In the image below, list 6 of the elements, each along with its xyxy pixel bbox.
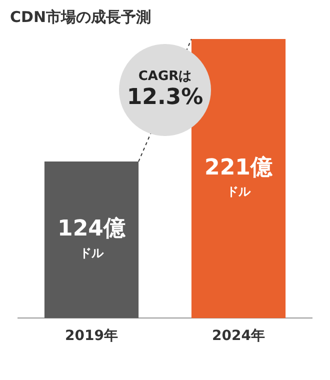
annotation: CAGRは 12.3% [126, 69, 204, 112]
data-label: 124億ドル [58, 216, 126, 260]
data-label: 221億ドル [204, 155, 274, 199]
chart-title: CDN市場の成長予測 [10, 8, 152, 27]
x-tick-label: 2019年 [65, 328, 118, 344]
x-tick-label: 2024年 [212, 328, 265, 344]
